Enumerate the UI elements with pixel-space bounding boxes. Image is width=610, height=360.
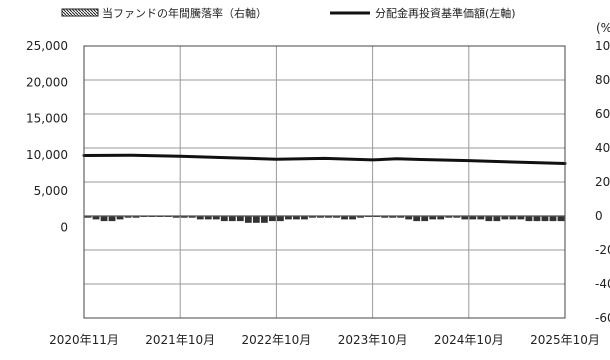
annual-return-bar — [429, 216, 437, 220]
annual-return-bar — [381, 216, 389, 218]
annual-return-bar — [180, 216, 188, 218]
x-tick-label: 2025年10月 — [530, 333, 600, 347]
annual-return-bar — [333, 216, 340, 218]
annual-return-bar — [509, 216, 517, 220]
annual-return-bar — [557, 216, 565, 222]
plot-border — [83, 45, 566, 319]
annual-return-bar — [285, 216, 292, 220]
right-axis: 100 80 60 40 20 0 -20 -40 -60 (%) — [595, 21, 610, 325]
annual-return-bar — [469, 216, 477, 220]
annual-return-bar — [188, 216, 196, 218]
annual-return-bar — [293, 216, 300, 220]
annual-return-bar — [421, 216, 429, 222]
annual-return-bar — [84, 216, 92, 218]
annual-return-bar — [525, 216, 533, 222]
annual-return-bar — [549, 216, 557, 222]
annual-return-bar — [252, 216, 260, 223]
nav-line-layer — [82, 153, 567, 165]
annual-return-bar — [92, 216, 100, 220]
legend-label-nav: 分配金再投資基準価額(左軸) — [375, 6, 516, 20]
annual-return-bar — [212, 216, 220, 220]
annual-return-bar — [341, 216, 348, 220]
left-axis: 25,000 20,000 15,000 10,000 5,000 0 — [26, 39, 68, 234]
annual-return-bar — [501, 216, 509, 220]
x-axis: 2020年11月 2021年10月 2022年10月 2023年10月 2024年10月… — [49, 333, 600, 347]
x-tick-label: 2020年11月 — [49, 333, 119, 347]
right-tick-label: -60 — [595, 311, 610, 325]
annual-return-bar — [277, 216, 284, 222]
annual-return-bar — [541, 216, 549, 222]
x-tick-label: 2022年10月 — [241, 333, 311, 347]
annual-return-bar — [477, 216, 485, 220]
left-tick-label: 25,000 — [26, 39, 68, 53]
annual-return-bar — [301, 216, 308, 220]
annual-return-bar — [461, 216, 469, 220]
annual-return-bar — [485, 216, 493, 222]
x-tick-label: 2021年10月 — [145, 333, 215, 347]
legend: 当ファンドの年間騰落率（右軸） 分配金再投資基準価額(左軸) — [61, 6, 516, 20]
plot-frame — [83, 45, 566, 319]
annual-return-bar — [196, 216, 204, 220]
right-tick-label: 100 — [595, 39, 610, 53]
left-tick-label: 0 — [60, 220, 68, 234]
annual-return-bar — [389, 216, 397, 218]
legend-label-annual-return: 当ファンドの年間騰落率（右軸） — [102, 6, 267, 20]
annual-return-bar — [445, 216, 453, 218]
annual-return-bar — [228, 216, 236, 222]
gridlines — [83, 45, 566, 319]
annual-return-bar — [268, 216, 276, 222]
annual-return-bar — [397, 216, 405, 218]
annual-return-bar — [124, 216, 132, 218]
x-tick-label: 2024年10月 — [434, 333, 504, 347]
annual-return-bar — [533, 216, 541, 222]
right-tick-label: 20 — [595, 175, 610, 189]
annual-return-bar — [413, 216, 421, 222]
annual-return-bar — [116, 216, 124, 220]
right-tick-label: 40 — [595, 141, 610, 155]
annual-return-bar — [244, 216, 252, 223]
annual-return-bar — [100, 216, 108, 222]
annual-return-bar — [453, 216, 461, 218]
annual-return-bar — [204, 216, 212, 220]
x-tick-label: 2023年10月 — [338, 333, 408, 347]
legend-bar-swatch — [61, 8, 99, 17]
left-tick-label: 10,000 — [26, 148, 68, 162]
annual-return-bar — [405, 216, 413, 220]
right-axis-unit: (%) — [596, 21, 610, 35]
annual-return-bar — [309, 216, 316, 218]
right-tick-label: -20 — [595, 243, 610, 257]
annual-return-bar — [108, 216, 116, 222]
annual-return-bar — [220, 216, 228, 222]
annual-return-bar — [517, 216, 525, 220]
nav-line — [82, 153, 567, 165]
annual-return-bar — [357, 216, 364, 218]
annual-return-bar — [349, 216, 356, 220]
annual-return-bar — [317, 216, 324, 218]
right-tick-label: 60 — [595, 107, 610, 121]
annual-return-bar — [236, 216, 244, 222]
annual-return-bar — [493, 216, 501, 222]
annual-return-bar — [132, 216, 140, 218]
annual-return-bars — [84, 215, 565, 223]
left-tick-label: 15,000 — [26, 112, 68, 126]
right-tick-label: -40 — [595, 277, 610, 291]
annual-return-bar — [437, 216, 445, 220]
right-tick-label: 0 — [595, 209, 603, 223]
annual-return-bar — [260, 216, 268, 223]
left-tick-label: 20,000 — [26, 75, 68, 89]
left-tick-label: 5,000 — [34, 184, 68, 198]
annual-return-bar — [172, 216, 180, 218]
right-tick-label: 80 — [595, 73, 610, 87]
annual-return-bar — [325, 216, 332, 218]
